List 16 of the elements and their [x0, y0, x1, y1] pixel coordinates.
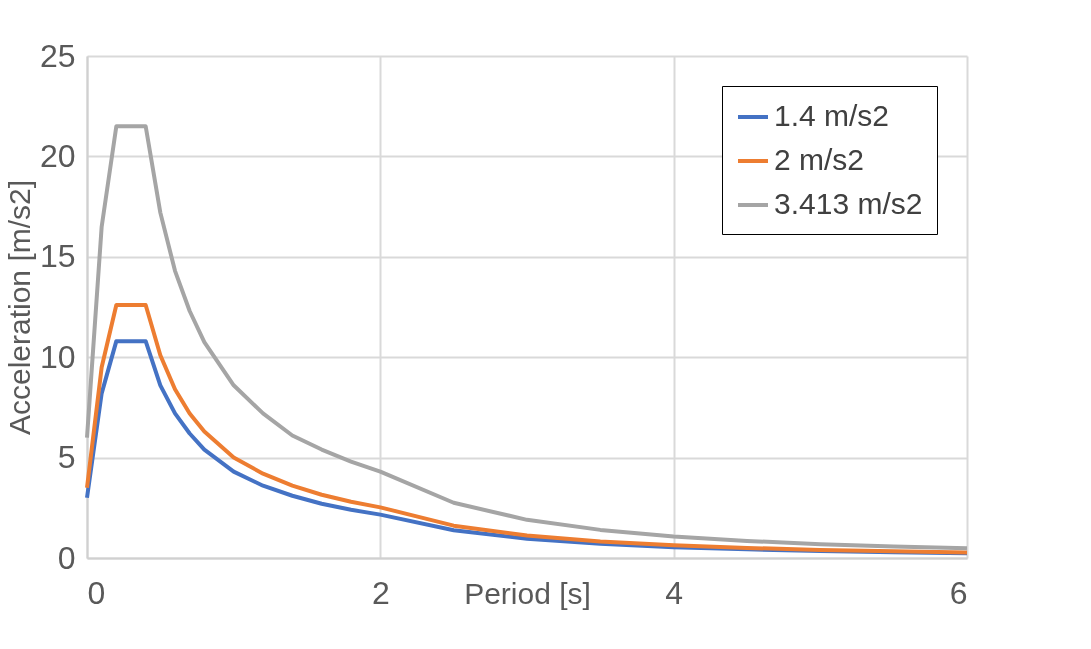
legend-label: 3.413 m/s2	[774, 187, 923, 220]
y-tick-label: 0	[57, 539, 76, 576]
y-tick-label: 25	[39, 37, 76, 74]
x-axis-title: Period [s]	[464, 576, 591, 610]
legend-label: 1.4 m/s2	[774, 99, 890, 132]
x-tick-label: 2	[371, 574, 390, 611]
line-series	[85, 124, 969, 551]
x-tick-label: 4	[665, 574, 684, 611]
y-tick-label: 15	[39, 238, 76, 275]
x-tick-label: 6	[949, 574, 968, 611]
y-tick-label: 5	[57, 439, 76, 476]
x-tick-label: 0	[87, 574, 106, 611]
y-tick-label: 20	[39, 137, 76, 174]
legend-label: 2 m/s2	[774, 143, 865, 176]
y-axis-title: Acceleration [m/s2]	[2, 179, 36, 436]
y-tick-label: 10	[39, 338, 76, 375]
